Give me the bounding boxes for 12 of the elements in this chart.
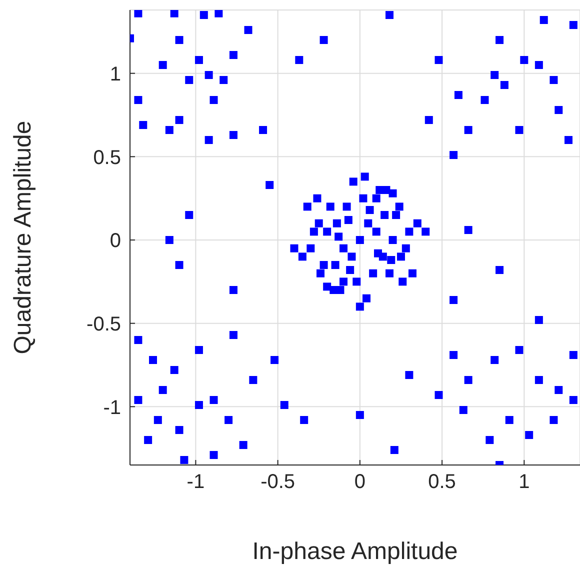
y-tick-label: 0 (110, 230, 121, 252)
y-tick-label: -0.5 (86, 313, 121, 336)
y-tick-label: 0.5 (93, 146, 121, 169)
x-tick-label: 0 (354, 471, 366, 494)
y-tick-label: 1 (110, 63, 121, 86)
x-tick-label: 0.5 (428, 471, 456, 494)
x-tick-label: -0.5 (260, 471, 296, 494)
x-tick-label: 1 (518, 471, 530, 494)
x-tick-label: -1 (186, 471, 205, 494)
x-axis-title: In-phase Amplitude (252, 538, 458, 565)
y-axis-title: Quadrature Amplitude (10, 120, 37, 354)
y-tick-label: -1 (103, 396, 121, 419)
